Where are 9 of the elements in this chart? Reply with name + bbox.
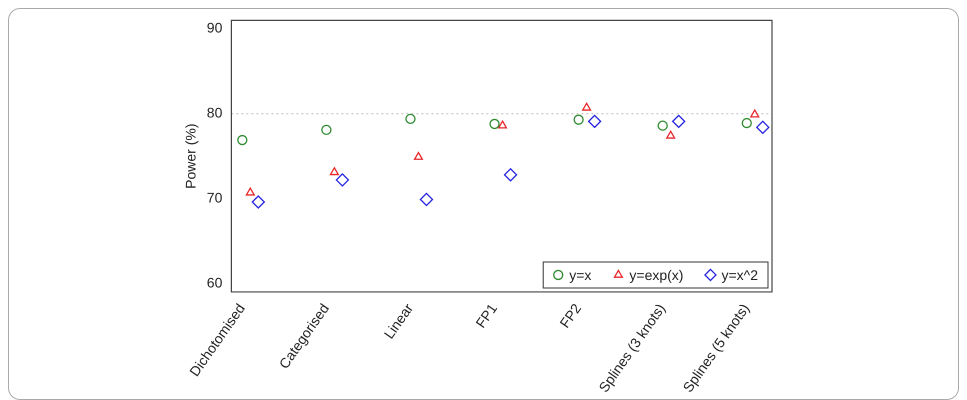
legend-label: y=x — [569, 266, 592, 283]
legend-label: y=x^2 — [721, 266, 758, 283]
y-tick-label: 60 — [206, 274, 223, 290]
y-tick-label: 70 — [206, 189, 223, 206]
legend-label: y=exp(x) — [629, 266, 684, 283]
y-tick-label: 80 — [206, 104, 223, 121]
y-axis-title: Power (%) — [182, 123, 198, 189]
x-tick-label: FP1 — [472, 300, 500, 331]
y-tick-label: 90 — [206, 20, 223, 36]
